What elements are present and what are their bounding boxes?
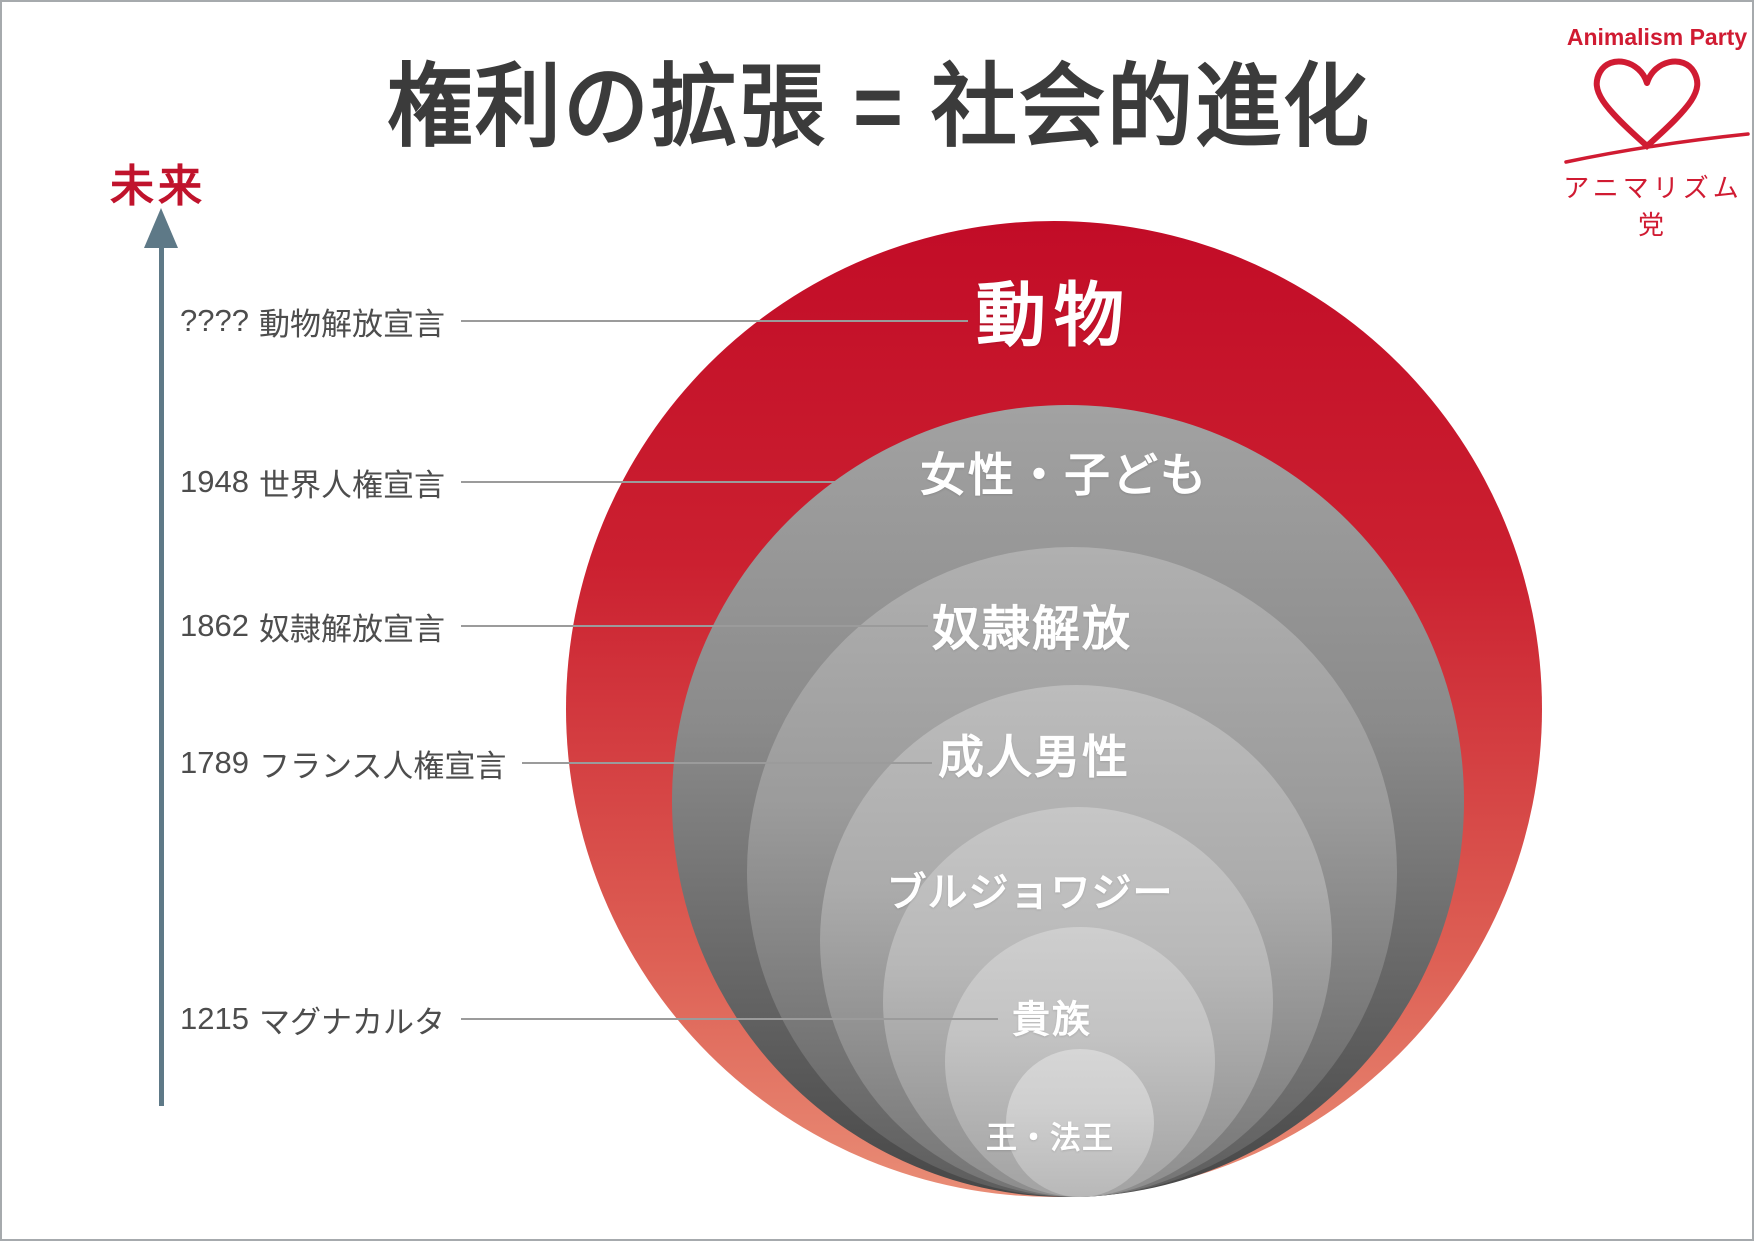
- event-year: 1862: [180, 608, 249, 643]
- logo-name-english: Animalism Party: [1566, 24, 1748, 50]
- ring-label-adult-men: 成人男性: [938, 731, 1130, 783]
- event-year: 1215: [180, 1001, 249, 1036]
- leader-line: [460, 481, 835, 483]
- page-title: 権利の拡張 = 社会的進化: [386, 56, 1371, 159]
- ring-label-animals: 動物: [976, 276, 1132, 355]
- leader-line: [460, 320, 968, 322]
- ring-label-king-pope: 王・法王: [986, 1120, 1114, 1156]
- event-label: フランス人権宣言: [258, 748, 507, 784]
- future-axis-label: 未来: [110, 162, 206, 211]
- timeline-axis-line: [159, 246, 164, 1106]
- logo-name-japanese: アニマリズム党: [1563, 173, 1743, 240]
- timeline-event-magna-carta: 1215 マグナカルタ: [180, 998, 998, 1040]
- event-year: 1789: [180, 745, 249, 780]
- event-year: 1948: [180, 464, 249, 499]
- heart-logo-icon: [1562, 48, 1752, 173]
- leader-line: [460, 1018, 998, 1020]
- timeline-event-universal-human-rights: 1948 世界人権宣言: [180, 461, 835, 503]
- leader-line: [522, 762, 932, 764]
- timeline-event-animal-liberation: ???? 動物解放宣言: [180, 300, 968, 342]
- ring-label-women-children: 女性・子ども: [920, 449, 1208, 501]
- timeline-event-emancipation-proclamation: 1862 奴隷解放宣言: [180, 605, 928, 647]
- event-label: 動物解放宣言: [258, 306, 445, 342]
- ring-label-nobility: 貴族: [1011, 999, 1093, 1042]
- leader-line: [460, 625, 928, 627]
- timeline-event-french-declaration: 1789 フランス人権宣言: [180, 742, 932, 784]
- up-arrow-icon: [144, 208, 178, 248]
- ring-king-pope: [1006, 1049, 1154, 1197]
- event-label: 世界人権宣言: [258, 467, 445, 503]
- event-label: 奴隷解放宣言: [258, 611, 445, 647]
- event-label: マグナカルタ: [258, 1004, 445, 1040]
- event-year: ????: [180, 303, 249, 338]
- ring-label-slave-emancipation: 奴隷解放: [931, 603, 1133, 656]
- ring-label-bourgeoisie: ブルジョワジー: [886, 871, 1174, 915]
